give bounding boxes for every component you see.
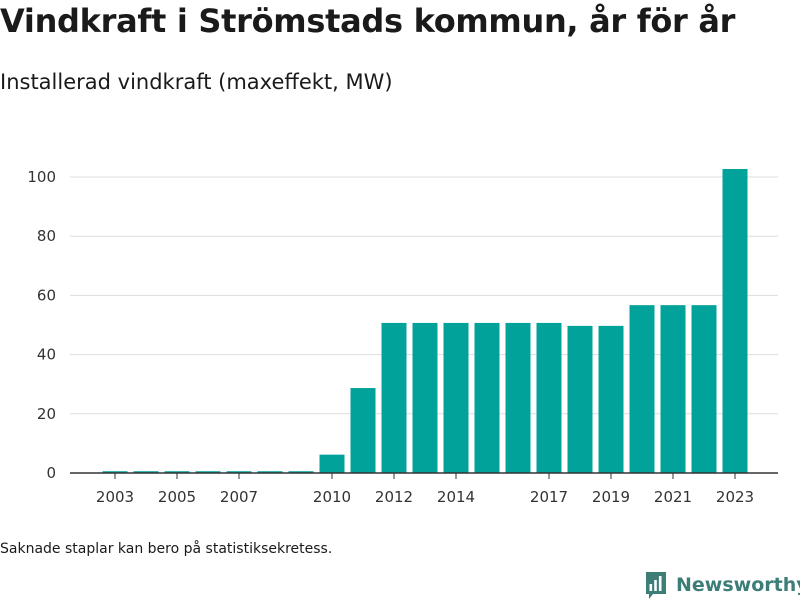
bar: [164, 471, 190, 473]
x-tick-label: 2012: [375, 488, 413, 506]
x-tick-label: 2017: [530, 488, 568, 506]
bar: [474, 322, 500, 473]
x-tick-label: 2007: [220, 488, 258, 506]
x-tick-label: 2021: [654, 488, 692, 506]
y-tick-label: 20: [37, 405, 56, 423]
y-tick-label: 40: [37, 346, 56, 364]
x-tick-label: 2019: [592, 488, 630, 506]
bar: [691, 305, 717, 473]
bar: [102, 471, 128, 473]
x-tick-label: 2023: [716, 488, 754, 506]
y-tick-label: 80: [37, 227, 56, 245]
x-tick-label: 2010: [313, 488, 351, 506]
bar: [443, 322, 469, 473]
x-tick-label: 2005: [158, 488, 196, 506]
x-tick-label: 2003: [96, 488, 134, 506]
y-tick-label: 100: [27, 168, 56, 186]
bar: [226, 471, 252, 473]
bar: [350, 388, 376, 473]
bar: [567, 325, 593, 473]
bar: [257, 471, 283, 473]
chart-subtitle: Installerad vindkraft (maxeffekt, MW): [0, 70, 393, 94]
y-tick-label: 0: [46, 464, 56, 482]
x-tick-label: 2014: [437, 488, 475, 506]
footnote: Saknade staplar kan bero på statistiksek…: [0, 541, 333, 557]
newsworthy-logo-icon: [646, 572, 666, 599]
brand-name: Newsworthy: [676, 574, 800, 596]
bar: [660, 305, 686, 473]
bar: [536, 322, 562, 473]
page-title: Vindkraft i Strömstads kommun, år för år: [0, 2, 736, 40]
bar: [722, 169, 748, 473]
bar: [133, 471, 159, 473]
bar: [629, 305, 655, 473]
bar: [412, 322, 438, 473]
bar: [288, 471, 314, 473]
bar: [195, 471, 221, 473]
bar: [381, 322, 407, 473]
brand[interactable]: Newsworthy: [644, 569, 800, 601]
y-tick-label: 60: [37, 286, 56, 304]
bar: [505, 322, 531, 473]
bar: [319, 454, 345, 473]
bar: [598, 325, 624, 473]
